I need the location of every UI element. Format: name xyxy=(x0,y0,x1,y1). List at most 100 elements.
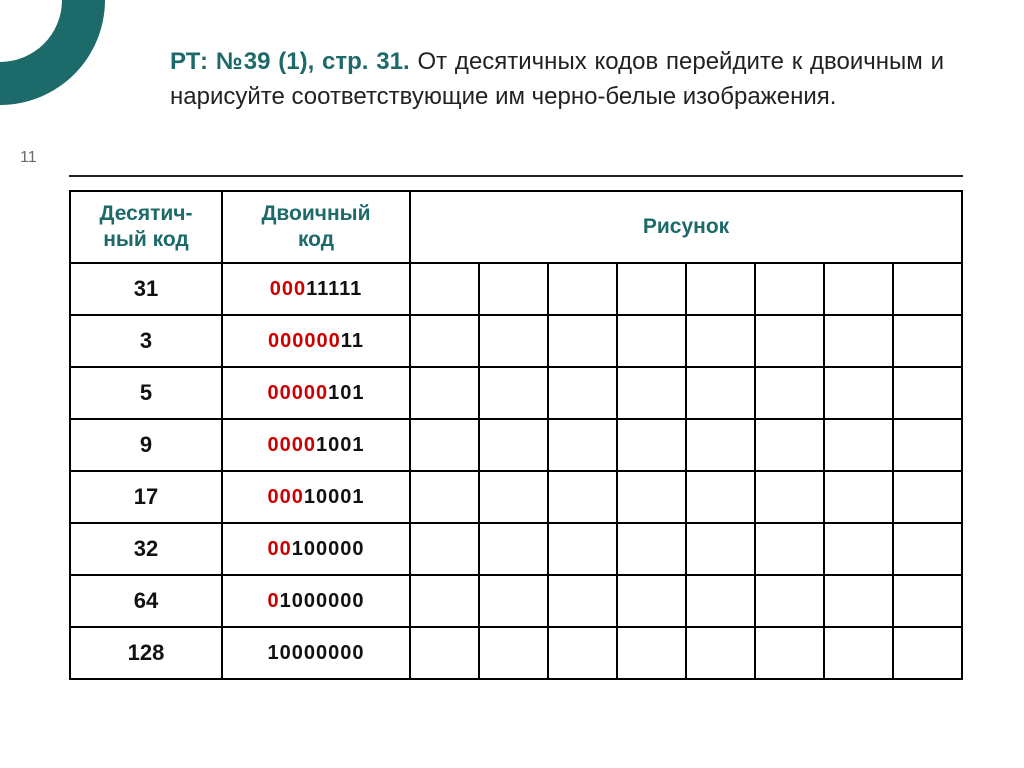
header-binary: Двоичныйкод xyxy=(222,191,410,263)
pixel-cell xyxy=(410,627,479,679)
decimal-cell: 64 xyxy=(70,575,222,627)
header-picture: Рисунок xyxy=(410,191,962,263)
table-header-row: Десятич-ный код Двоичныйкод Рисунок xyxy=(70,191,962,263)
binary-cell: 00010001 xyxy=(222,471,410,523)
binary-cell: 01000000 xyxy=(222,575,410,627)
binary-leading-zeros: 0 xyxy=(268,590,280,612)
table-row: 128 10000000 xyxy=(70,627,962,679)
pixel-cell xyxy=(824,471,893,523)
slide: 11 РТ: №39 (1), стр. 31. От десятичных к… xyxy=(0,0,1024,768)
binary-significant: 10000000 xyxy=(268,642,365,664)
pixel-cell xyxy=(548,263,617,315)
binary-significant: 101 xyxy=(328,382,364,404)
pixel-cell xyxy=(617,263,686,315)
pixel-cell xyxy=(893,575,962,627)
pixel-cell xyxy=(548,471,617,523)
task-title: РТ: №39 (1), стр. 31. От десятичных кодо… xyxy=(170,45,944,115)
pixel-cell xyxy=(548,367,617,419)
pixel-cell xyxy=(617,523,686,575)
binary-significant: 10001 xyxy=(304,486,365,508)
table-row: 900001001 xyxy=(70,419,962,471)
binary-cell: 10000000 xyxy=(222,627,410,679)
page-number: 11 xyxy=(20,149,37,167)
pixel-cell xyxy=(410,471,479,523)
pixel-cell xyxy=(686,523,755,575)
pixel-cell xyxy=(686,575,755,627)
pixel-cell xyxy=(755,315,824,367)
pixel-cell xyxy=(893,419,962,471)
pixel-cell xyxy=(893,627,962,679)
codes-table: Десятич-ный код Двоичныйкод Рисунок 3100… xyxy=(69,190,963,680)
binary-leading-zeros: 0000 xyxy=(268,434,317,456)
task-title-bold: РТ: №39 (1), стр. 31. xyxy=(170,48,410,75)
pixel-cell xyxy=(755,523,824,575)
binary-leading-zeros: 00000 xyxy=(268,382,329,404)
pixel-cell xyxy=(410,367,479,419)
pixel-cell xyxy=(410,419,479,471)
pixel-cell xyxy=(617,471,686,523)
pixel-cell xyxy=(824,575,893,627)
pixel-cell xyxy=(824,367,893,419)
pixel-cell xyxy=(617,419,686,471)
pixel-cell xyxy=(686,263,755,315)
pixel-cell xyxy=(755,471,824,523)
pixel-cell xyxy=(893,523,962,575)
binary-significant: 100000 xyxy=(292,538,365,560)
pixel-cell xyxy=(893,471,962,523)
pixel-cell xyxy=(824,523,893,575)
pixel-cell xyxy=(755,263,824,315)
table-row: 6401000000 xyxy=(70,575,962,627)
decimal-cell: 5 xyxy=(70,367,222,419)
binary-significant: 1000000 xyxy=(280,590,365,612)
binary-significant: 11111 xyxy=(306,278,362,300)
pixel-cell xyxy=(686,471,755,523)
title-underline xyxy=(69,175,963,177)
pixel-cell xyxy=(410,263,479,315)
decimal-cell: 128 xyxy=(70,627,222,679)
pixel-cell xyxy=(410,315,479,367)
pixel-cell xyxy=(755,419,824,471)
binary-leading-zeros: 00 xyxy=(268,538,292,560)
decimal-cell: 3 xyxy=(70,315,222,367)
pixel-cell xyxy=(686,419,755,471)
pixel-cell xyxy=(410,575,479,627)
binary-cell: 00011111 xyxy=(222,263,410,315)
decimal-cell: 9 xyxy=(70,419,222,471)
pixel-cell xyxy=(479,315,548,367)
pixel-cell xyxy=(479,367,548,419)
header-decimal: Десятич-ный код xyxy=(70,191,222,263)
pixel-cell xyxy=(479,627,548,679)
pixel-cell xyxy=(548,419,617,471)
pixel-cell xyxy=(824,419,893,471)
pixel-cell xyxy=(824,315,893,367)
binary-cell: 00000101 xyxy=(222,367,410,419)
pixel-cell xyxy=(686,367,755,419)
pixel-cell xyxy=(617,627,686,679)
decimal-cell: 17 xyxy=(70,471,222,523)
table-row: 500000101 xyxy=(70,367,962,419)
pixel-cell xyxy=(755,575,824,627)
decimal-cell: 31 xyxy=(70,263,222,315)
pixel-cell xyxy=(893,367,962,419)
binary-significant: 1001 xyxy=(316,434,365,456)
pixel-cell xyxy=(548,627,617,679)
pixel-cell xyxy=(686,627,755,679)
table-row: 1700010001 xyxy=(70,471,962,523)
pixel-cell xyxy=(548,575,617,627)
binary-leading-zeros: 000000 xyxy=(268,330,341,352)
pixel-cell xyxy=(893,315,962,367)
pixel-cell xyxy=(548,315,617,367)
pixel-cell xyxy=(617,367,686,419)
table-row: 3100011111 xyxy=(70,263,962,315)
decimal-cell: 32 xyxy=(70,523,222,575)
binary-cell: 00001001 xyxy=(222,419,410,471)
binary-significant: 11 xyxy=(341,330,364,352)
binary-leading-zeros: 000 xyxy=(270,278,306,300)
binary-leading-zeros: 000 xyxy=(268,486,304,508)
pixel-cell xyxy=(479,419,548,471)
pixel-cell xyxy=(755,627,824,679)
pixel-cell xyxy=(548,523,617,575)
pixel-cell xyxy=(755,367,824,419)
pixel-cell xyxy=(617,315,686,367)
pixel-cell xyxy=(479,523,548,575)
